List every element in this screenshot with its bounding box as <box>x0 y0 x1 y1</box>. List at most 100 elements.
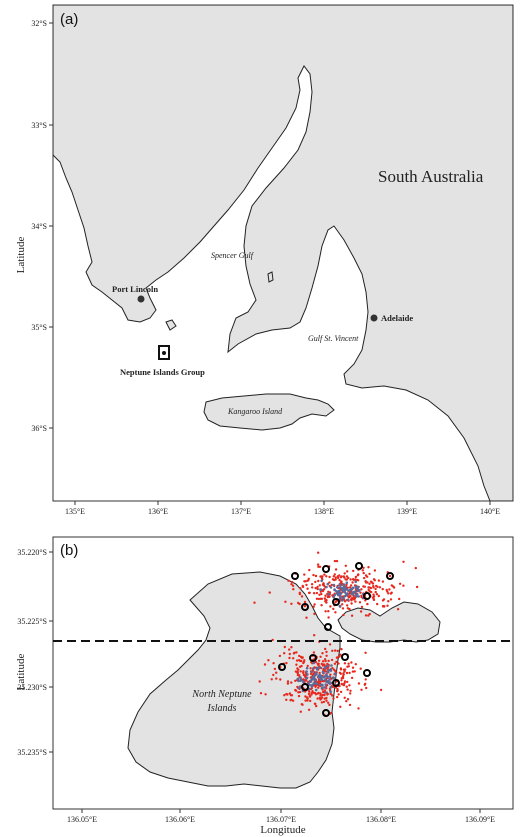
track-point <box>315 597 319 600</box>
track-point <box>283 694 286 697</box>
track-point <box>364 614 368 617</box>
track-point <box>312 667 315 670</box>
track-point <box>357 682 361 685</box>
track-point <box>329 669 333 672</box>
track-point <box>267 659 270 662</box>
station-marker <box>301 683 309 691</box>
track-point <box>322 583 325 587</box>
track-point <box>332 596 336 599</box>
panel-a-label: (a) <box>60 11 78 28</box>
station-marker <box>355 562 363 570</box>
track-point <box>331 578 335 581</box>
track-point <box>345 592 348 596</box>
track-point <box>340 679 343 682</box>
track-point <box>358 601 362 604</box>
track-point <box>338 604 342 608</box>
track-point <box>332 697 335 700</box>
track-point <box>343 696 346 699</box>
track-point <box>319 692 322 695</box>
track-point <box>332 668 336 671</box>
track-point <box>352 591 355 595</box>
track-point <box>324 683 328 686</box>
track-point <box>332 575 335 578</box>
track-point <box>288 692 292 695</box>
track-point <box>350 614 354 617</box>
track-point <box>345 700 348 703</box>
track-point <box>322 700 326 704</box>
panel-b-lon-ticks: 136.05°E 136.06°E 136.07°E 136.08°E 136.… <box>67 809 495 824</box>
track-point <box>321 575 324 578</box>
track-point <box>356 589 360 593</box>
track-point <box>367 588 370 592</box>
track-point <box>387 592 390 595</box>
track-point <box>329 605 332 608</box>
track-point <box>272 673 275 677</box>
lat-tick-label: 35.225°S <box>17 617 47 626</box>
station-marker <box>301 603 309 611</box>
track-point <box>305 670 308 673</box>
track-point <box>372 593 375 596</box>
track-point <box>330 664 333 667</box>
track-point <box>323 689 327 692</box>
track-point <box>334 672 337 675</box>
track-point <box>347 596 351 599</box>
track-point <box>377 579 381 582</box>
track-point <box>301 656 304 660</box>
track-point <box>319 694 322 697</box>
track-point <box>304 679 307 682</box>
track-point <box>298 690 302 694</box>
track-point <box>290 646 293 649</box>
track-point <box>285 698 288 701</box>
track-point <box>336 695 339 699</box>
track-point <box>317 551 320 554</box>
track-point <box>354 575 358 579</box>
track-point <box>294 688 297 692</box>
track-point <box>318 671 321 675</box>
track-point <box>347 589 351 592</box>
track-point <box>367 614 370 617</box>
track-point <box>369 586 373 590</box>
track-point <box>359 591 362 594</box>
track-point <box>311 691 315 694</box>
track-point <box>296 667 299 670</box>
track-point <box>297 686 301 690</box>
track-point <box>327 592 330 596</box>
track-point <box>308 591 311 594</box>
track-point <box>324 610 327 613</box>
lat-tick-label: 33°S <box>31 121 47 130</box>
track-point <box>340 677 343 680</box>
track-point <box>343 668 347 671</box>
track-point <box>322 671 325 675</box>
track-point <box>273 667 277 671</box>
track-point <box>343 594 347 598</box>
track-point <box>308 694 311 698</box>
track-point <box>323 693 326 697</box>
track-point <box>335 590 338 593</box>
lat-tick-label: 32°S <box>31 19 47 28</box>
track-point <box>370 590 373 594</box>
track-point <box>351 666 355 669</box>
track-point <box>306 664 309 668</box>
track-point <box>381 587 384 591</box>
track-point <box>285 692 288 696</box>
track-point <box>368 582 371 585</box>
track-point <box>302 678 305 681</box>
track-point <box>338 655 341 658</box>
track-point <box>258 680 261 683</box>
track-point <box>283 645 286 649</box>
track-point <box>300 595 304 598</box>
track-point <box>307 692 311 696</box>
lat-tick-label: 35.220°S <box>17 548 47 557</box>
track-point <box>323 686 326 689</box>
track-point <box>360 688 363 691</box>
track-point <box>353 670 356 673</box>
track-point <box>348 607 351 611</box>
track-point <box>348 703 352 707</box>
track-point <box>369 580 373 583</box>
track-point <box>336 689 339 692</box>
track-point <box>332 583 336 587</box>
track-point <box>362 585 365 588</box>
track-point <box>268 591 271 594</box>
track-point <box>345 583 348 586</box>
track-point <box>314 580 317 584</box>
